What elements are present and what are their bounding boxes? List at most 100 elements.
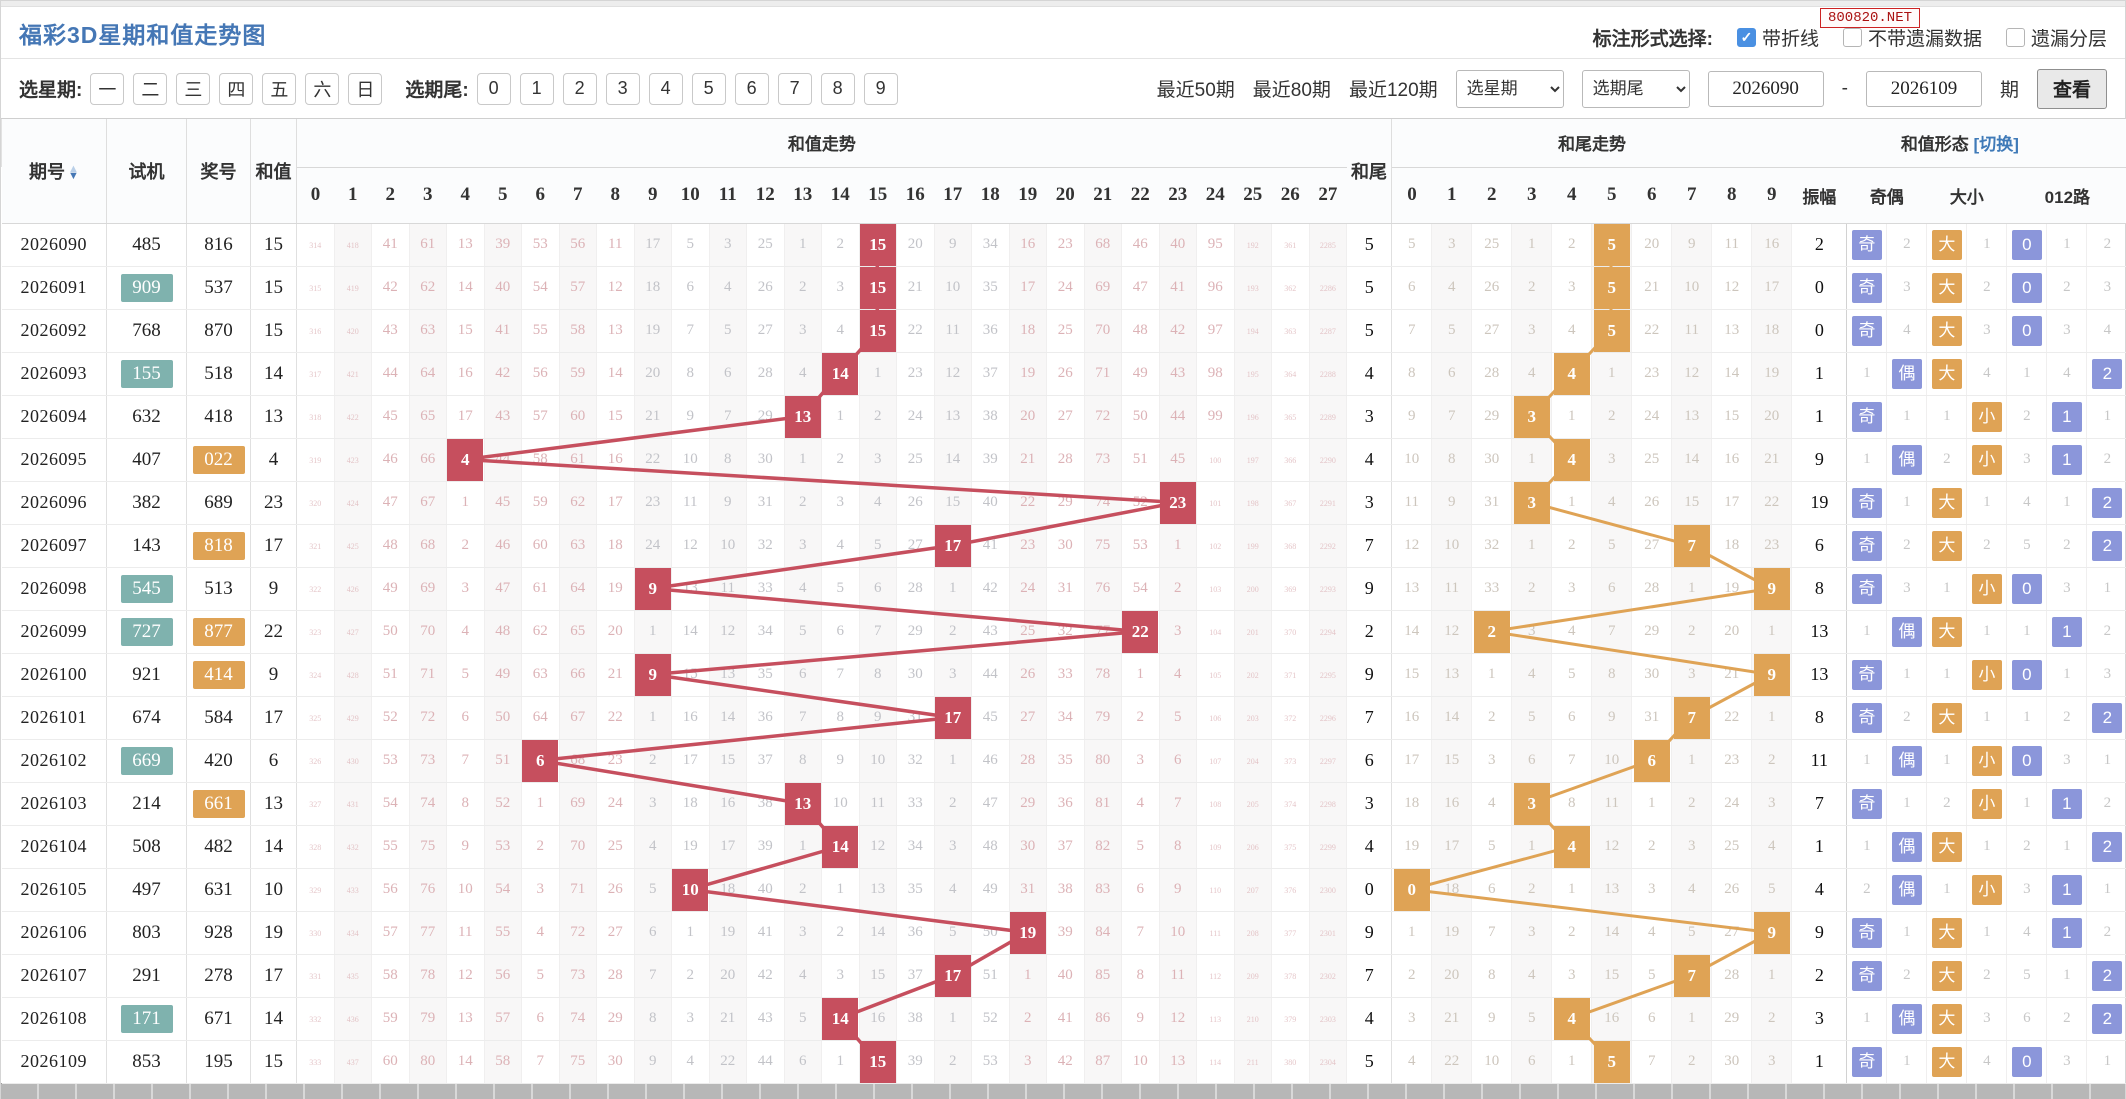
lu2-cell-badge: 2 (2092, 702, 2123, 733)
week-pill-六[interactable]: 六 (305, 72, 340, 105)
tail-pill-5[interactable]: 5 (691, 72, 726, 105)
sum-miss-cell: 66 (559, 653, 597, 697)
issue-cell: 2026094 (1, 395, 107, 439)
week-pill-二[interactable]: 二 (133, 72, 168, 105)
small-cell: 1 (1966, 610, 2008, 654)
zhenfu-cell: 3 (1791, 997, 1847, 1041)
switch-link[interactable]: [切换] (1973, 135, 2019, 155)
tail-miss-cell: 19 (1431, 911, 1473, 955)
tail-miss-cell: 1 (1671, 997, 1713, 1041)
tail-pill-1[interactable]: 1 (519, 72, 554, 105)
sum-miss-cell: 64 (559, 567, 597, 611)
view-button[interactable]: 查看 (2036, 68, 2107, 109)
tail-miss-cell: 4 (1511, 352, 1553, 396)
sum-miss-cell: 4 (784, 567, 822, 611)
sum-miss-cell: 10 (1159, 911, 1197, 955)
tail-select[interactable]: 选期尾 (1581, 69, 1690, 108)
recent-120-link[interactable]: 最近120期 (1348, 80, 1438, 101)
checkbox-checked-icon[interactable]: ✓ (1736, 28, 1756, 47)
tail-pill-4[interactable]: 4 (648, 72, 683, 105)
sum-col-13: 13 (784, 167, 822, 224)
lu0-cell-badge: 0 (2011, 229, 2042, 260)
hewei-cell: 5 (1346, 309, 1393, 353)
tail-miss-cell: 6 (1631, 997, 1673, 1041)
sum-miss-cell: 194 (1234, 309, 1272, 353)
week-select[interactable]: 选星期 (1455, 69, 1564, 108)
checkbox-icon[interactable] (1842, 28, 1862, 47)
sum-miss-cell: 16 (1008, 223, 1047, 267)
sum-miss-cell: 204 (1234, 739, 1272, 783)
tail-miss-cell: 25 (1631, 438, 1673, 482)
sum-miss-cell: 17 (1008, 266, 1047, 310)
option-label: 带折线 (1761, 29, 1819, 50)
big-cell: 大 (1926, 696, 1968, 740)
week-pill-三[interactable]: 三 (176, 72, 211, 105)
col-header-issue[interactable]: 期号 ▲ ▼ (1, 119, 107, 224)
tail-miss-cell: 23 (1751, 524, 1793, 568)
week-pill-四[interactable]: 四 (219, 72, 254, 105)
range-from-input[interactable] (1707, 70, 1824, 107)
small-cell: 小 (1966, 782, 2008, 826)
horizontal-scrollbar[interactable] (1, 1083, 2125, 1099)
checkbox-icon[interactable] (2005, 28, 2025, 47)
tail-pill-8[interactable]: 8 (820, 72, 855, 105)
shiji-highlight: 171 (120, 1004, 173, 1033)
small-cell: 3 (1966, 997, 2008, 1041)
tail-miss-cell: 31 (1471, 481, 1513, 525)
sum-miss-cell: 45 (1159, 438, 1197, 482)
option-no-miss-data[interactable]: 不带遗漏数据 (1842, 24, 1982, 51)
sum-miss-cell: 12 (859, 825, 897, 869)
tail-miss-cell: 18 (1391, 782, 1433, 826)
sort-icon[interactable]: ▲ ▼ (68, 163, 79, 182)
tail-miss-cell: 14 (1391, 610, 1433, 654)
hewei-cell: 5 (1346, 223, 1393, 267)
tail-marker: 5 (1593, 1040, 1630, 1082)
zhenfu-cell: 2 (1791, 223, 1847, 267)
recent-80-link[interactable]: 最近80期 (1252, 80, 1331, 101)
range-to-input[interactable] (1865, 70, 1982, 107)
sum-marker: 15 (859, 266, 896, 308)
sum-miss-cell: 40 (1159, 223, 1197, 267)
even-cell: 偶 (1886, 868, 1928, 912)
zhenfu-cell: 4 (1791, 868, 1847, 912)
sum-miss-cell: 3 (1008, 1040, 1047, 1084)
tail-pill-9[interactable]: 9 (863, 72, 898, 105)
hezhi-cell: 6 (250, 739, 297, 783)
sum-miss-cell: 2 (521, 825, 560, 869)
sum-miss-cell: 2 (821, 223, 860, 267)
tail-miss-cell: 2 (1551, 223, 1593, 267)
week-pill-一[interactable]: 一 (90, 72, 125, 105)
sum-miss-cell: 18 (596, 524, 635, 568)
sum-miss-cell: 362 (1271, 266, 1310, 310)
tail-miss-cell: 16 (1431, 782, 1473, 826)
sum-marker: 15 (859, 223, 896, 265)
sum-miss-cell: 113 (1196, 997, 1235, 1041)
option-miss-layer[interactable]: 遗漏分层 (2005, 24, 2107, 51)
tail-pill-7[interactable]: 7 (777, 72, 812, 105)
sum-miss-cell: 45 (371, 395, 410, 439)
tail-pill-6[interactable]: 6 (734, 72, 769, 105)
tail-pill-3[interactable]: 3 (605, 72, 640, 105)
week-pill-日[interactable]: 日 (348, 72, 383, 105)
lu0-cell: 2 (2006, 825, 2048, 869)
sum-miss-cell: 21 (633, 395, 672, 439)
sum-miss-cell: 52 (971, 997, 1010, 1041)
hezhi-cell: 14 (250, 997, 297, 1041)
even-cell: 1 (1886, 911, 1928, 955)
hewei-cell: 4 (1346, 352, 1393, 396)
sum-miss-cell: 32 (746, 524, 785, 568)
sum-miss-cell: 25 (896, 438, 935, 482)
zhenfu-cell: 1 (1791, 825, 1847, 869)
recent-50-link[interactable]: 最近50期 (1156, 80, 1235, 101)
week-pill-五[interactable]: 五 (262, 72, 297, 105)
tail-hit-cell: 7 (1671, 524, 1713, 568)
sum-miss-cell: 13 (1159, 1040, 1197, 1084)
sum-miss-cell: 2288 (1309, 352, 1348, 396)
sum-miss-cell: 99 (1196, 395, 1235, 439)
tail-pill-0[interactable]: 0 (476, 72, 511, 105)
tail-pill-2[interactable]: 2 (562, 72, 597, 105)
option-with-line[interactable]: ✓ 带折线 (1736, 24, 1819, 51)
tail-col-2: 2 (1471, 167, 1512, 224)
tail-miss-cell: 1 (1551, 395, 1593, 439)
sum-miss-cell: 371 (1271, 653, 1310, 697)
